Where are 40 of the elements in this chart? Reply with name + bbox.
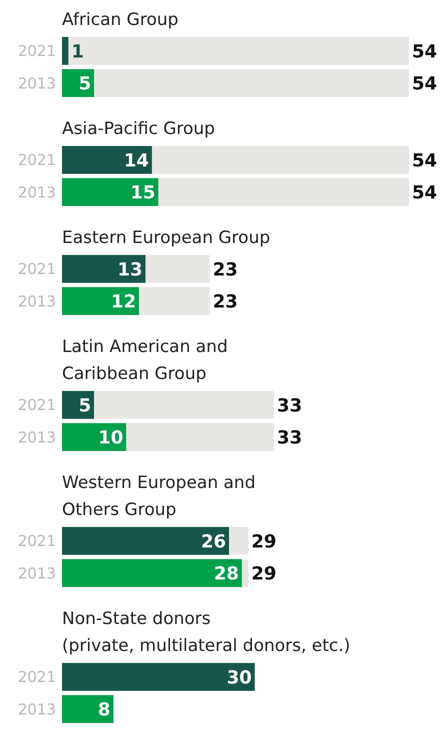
data-label: 15 bbox=[130, 182, 156, 204]
chart-title: Latin American and Caribbean Group bbox=[62, 337, 228, 384]
y-tick-label: 2021 bbox=[18, 668, 56, 686]
y-tick-label: 2013 bbox=[18, 564, 56, 582]
y-tick-label: 2013 bbox=[18, 700, 56, 718]
chart-title: Eastern European Group bbox=[62, 228, 270, 248]
y-tick-label: 2013 bbox=[18, 292, 56, 310]
total-label: 54 bbox=[412, 150, 438, 172]
chart-title: Asia-Pacific Group bbox=[62, 119, 215, 139]
y-tick-label: 2013 bbox=[18, 428, 56, 446]
chart-title: Western European and Others Group bbox=[62, 473, 256, 520]
data-label: 1 bbox=[71, 41, 84, 62]
total-label: 29 bbox=[251, 564, 276, 585]
data-label: 5 bbox=[78, 395, 92, 416]
total-label: 54 bbox=[412, 182, 438, 204]
y-tick-label: 2021 bbox=[18, 396, 56, 414]
data-label: 5 bbox=[78, 74, 92, 95]
total-label: 33 bbox=[277, 395, 302, 416]
y-tick-label: 2021 bbox=[18, 151, 56, 170]
data-label: 8 bbox=[98, 700, 110, 721]
chart-title: Non-State donors (private, multilateral donors, etc.) bbox=[62, 609, 350, 656]
total-label: 29 bbox=[251, 531, 276, 552]
data-label: 10 bbox=[98, 428, 124, 449]
data-label: 30 bbox=[226, 667, 252, 688]
y-tick-label: 2021 bbox=[18, 42, 56, 60]
total-label: 23 bbox=[212, 292, 238, 313]
chart-title: African Group bbox=[62, 10, 178, 30]
total-label: 54 bbox=[412, 41, 438, 62]
total-label: 33 bbox=[277, 428, 302, 449]
data-label: 13 bbox=[117, 259, 143, 280]
data-label: 26 bbox=[201, 531, 226, 552]
y-tick-label: 2021 bbox=[18, 260, 56, 278]
total-label: 54 bbox=[412, 74, 438, 95]
total-label: 23 bbox=[212, 259, 238, 280]
y-tick-label: 2013 bbox=[18, 74, 56, 92]
y-tick-label: 2021 bbox=[18, 532, 56, 550]
data-label: 28 bbox=[214, 564, 239, 585]
y-tick-label: 2013 bbox=[18, 183, 56, 202]
data-label: 12 bbox=[111, 292, 136, 313]
data-label: 14 bbox=[124, 150, 149, 172]
